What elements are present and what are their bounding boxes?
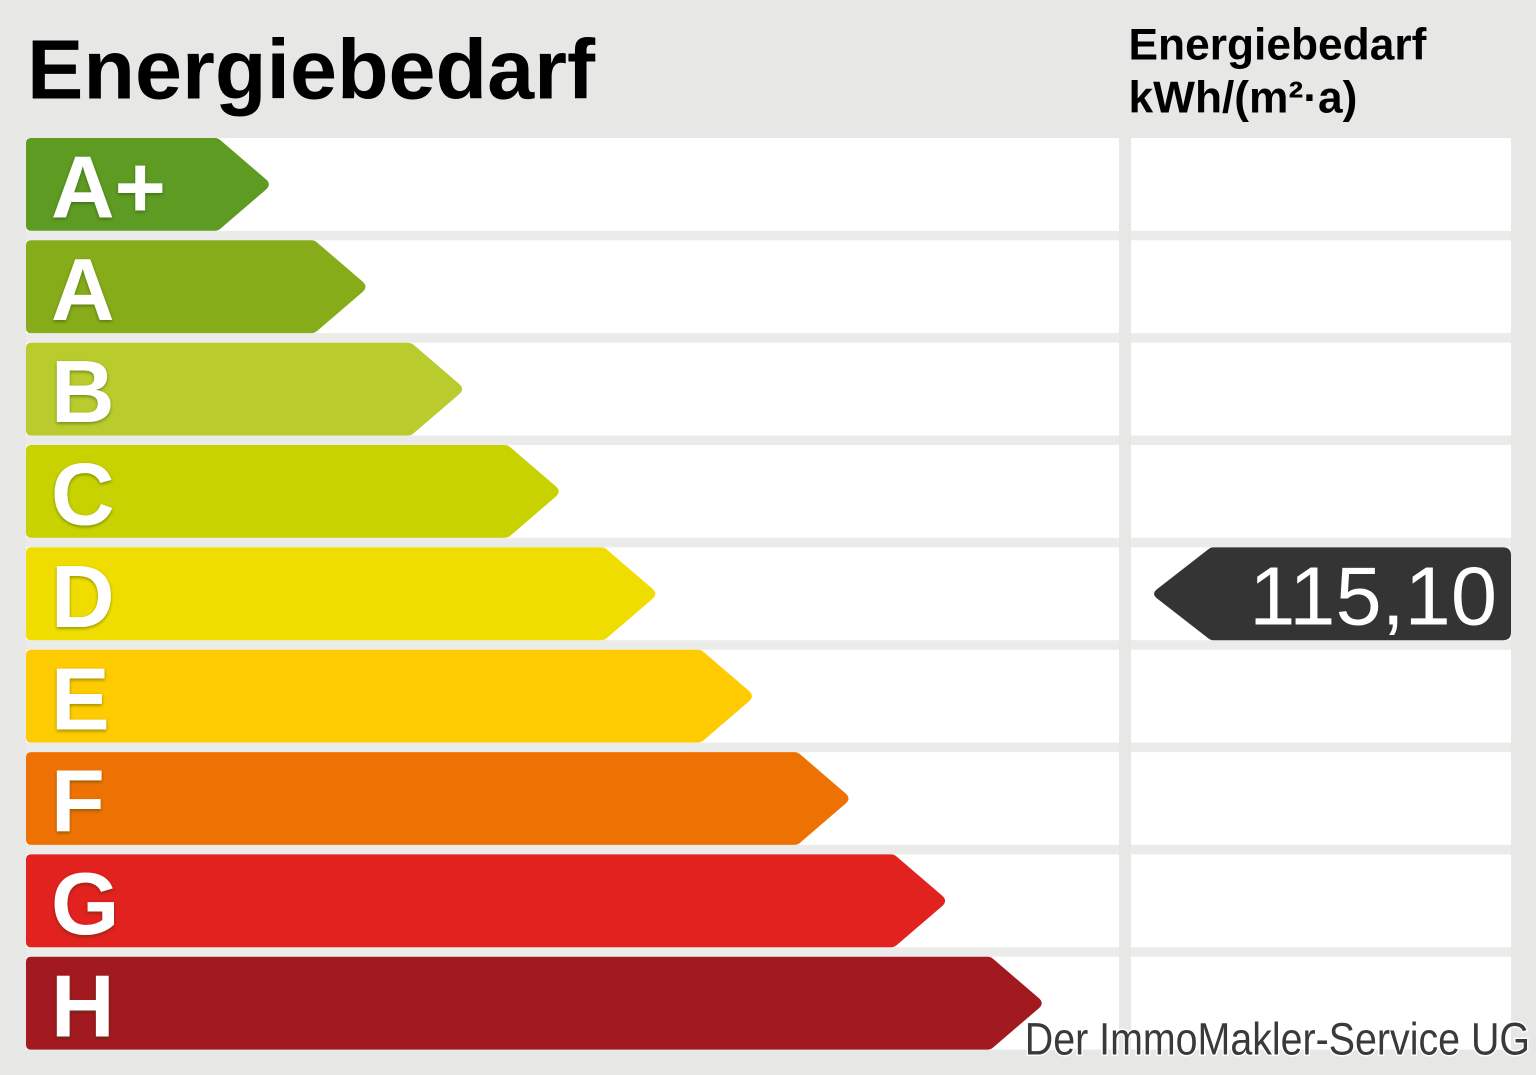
svg-text:E: E — [51, 649, 110, 748]
svg-text:115,10: 115,10 — [1249, 550, 1497, 643]
svg-text:Der ImmoMakler-Service UG: Der ImmoMakler-Service UG — [1025, 1014, 1530, 1064]
svg-text:Energiebedarf: Energiebedarf — [27, 22, 596, 116]
svg-text:F: F — [51, 752, 105, 851]
svg-text:C: C — [51, 445, 115, 544]
svg-text:B: B — [51, 342, 115, 441]
svg-text:A: A — [51, 240, 115, 339]
svg-text:D: D — [51, 547, 115, 646]
svg-text:kWh/(m²·a): kWh/(m²·a) — [1129, 73, 1358, 122]
svg-text:G: G — [51, 854, 119, 953]
svg-text:A+: A+ — [51, 138, 166, 237]
svg-text:H: H — [51, 956, 115, 1055]
svg-text:Energiebedarf: Energiebedarf — [1129, 20, 1427, 69]
